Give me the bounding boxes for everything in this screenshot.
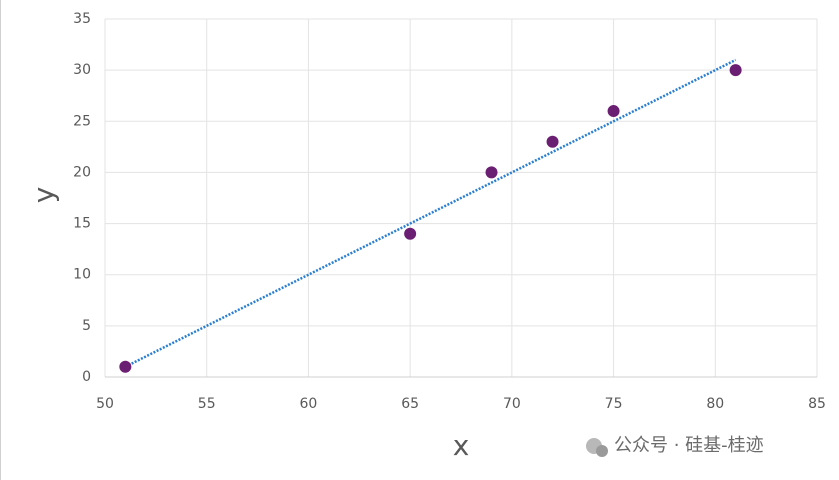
y-tick-label: 25 <box>73 113 91 129</box>
x-tick-label: 50 <box>96 396 114 412</box>
watermark-group: 公众号 · 硅基-桂迹 <box>586 435 764 457</box>
trend-line <box>124 58 737 368</box>
scatter-point <box>729 64 742 77</box>
x-tick-label: 65 <box>401 396 419 412</box>
x-tick-label: 80 <box>706 396 724 412</box>
y-axis-label: y <box>27 187 60 204</box>
x-tick-label: 60 <box>300 396 318 412</box>
x-tick-label: 55 <box>198 396 216 412</box>
scatter-point <box>404 227 417 240</box>
scatter-point <box>119 360 132 373</box>
watermark: 公众号 · 硅基-桂迹 <box>614 435 764 456</box>
scatter-point <box>546 135 559 148</box>
scatter-point <box>607 105 620 118</box>
x-tick-label: 85 <box>808 396 826 412</box>
y-tick-label: 20 <box>73 164 91 180</box>
y-tick-label: 10 <box>73 267 91 283</box>
y-tick-label: 15 <box>73 216 91 232</box>
y-tick-label: 35 <box>73 11 91 27</box>
x-axis-label: x <box>453 429 470 462</box>
x-tick-label: 70 <box>503 396 521 412</box>
y-tick-label: 30 <box>73 62 91 78</box>
x-tick-label: 75 <box>605 396 623 412</box>
watermark-icon <box>596 445 608 457</box>
y-tick-label: 0 <box>82 369 91 385</box>
y-tick-label: 5 <box>82 318 91 334</box>
scatter-point <box>485 166 498 179</box>
